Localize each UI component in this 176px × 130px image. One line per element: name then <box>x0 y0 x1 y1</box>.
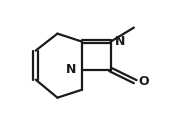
Text: N: N <box>115 35 125 48</box>
Text: N: N <box>66 63 77 76</box>
Text: O: O <box>138 75 149 88</box>
